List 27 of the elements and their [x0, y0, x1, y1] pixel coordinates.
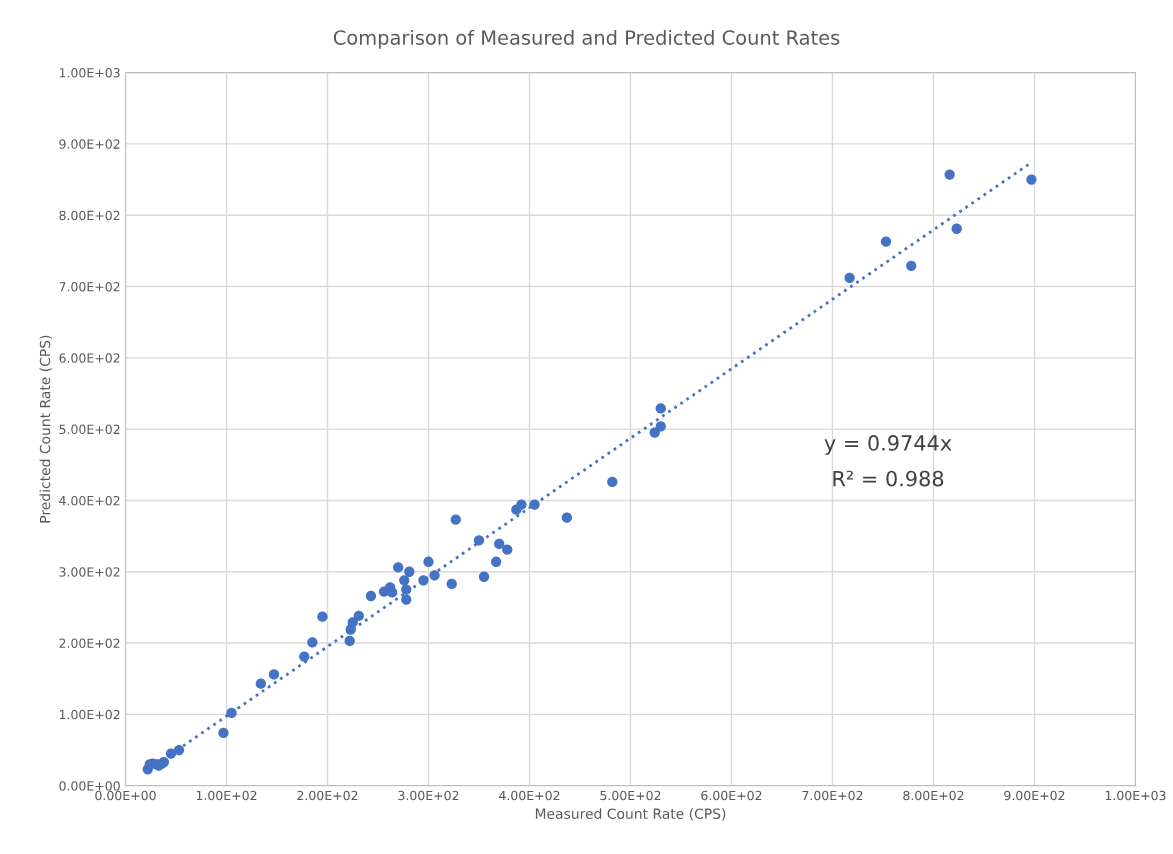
- x-tick-label: 1.00E+03: [1105, 790, 1166, 801]
- y-tick-label: 8.00E+02: [59, 210, 120, 221]
- y-tick-label: 7.00E+02: [59, 281, 120, 292]
- x-tick-label: 2.00E+02: [297, 790, 358, 801]
- y-tick-label: 3.00E+02: [59, 567, 120, 577]
- x-tick-label: 0.00E+00: [95, 790, 156, 801]
- x-tick-label: 7.00E+02: [802, 790, 863, 801]
- x-tick-label: 6.00E+02: [701, 790, 762, 801]
- annotation: R² = 0.988: [833, 470, 944, 487]
- y-tick-label: 2.00E+02: [59, 638, 120, 648]
- x-tick-label: 3.00E+02: [398, 790, 459, 801]
- y-axis-title: Predicted Count Rate (CPS): [39, 335, 52, 523]
- x-tick-label: 8.00E+02: [903, 790, 964, 801]
- x-tick-label: 1.00E+02: [196, 790, 257, 801]
- y-tick-label: 5.00E+02: [59, 424, 120, 435]
- y-tick-label: 1.00E+03: [59, 68, 120, 78]
- x-axis-title: Measured Count Rate (CPS): [535, 808, 726, 821]
- y-tick-label: 9.00E+02: [59, 139, 120, 149]
- x-tick-label: 9.00E+02: [1004, 790, 1065, 801]
- y-tick-label: 1.00E+02: [59, 709, 120, 720]
- y-tick-label: 6.00E+02: [59, 353, 120, 363]
- x-tick-label: 4.00E+02: [499, 790, 560, 801]
- y-tick-label: 0.00E+00: [59, 781, 120, 791]
- y-tick-label: 4.00E+02: [59, 495, 120, 506]
- x-tick-label: 5.00E+02: [600, 790, 661, 801]
- annotation: y = 0.9744x: [824, 435, 952, 455]
- chart-title: Comparison of Measured and Predicted Count Rates: [333, 29, 840, 49]
